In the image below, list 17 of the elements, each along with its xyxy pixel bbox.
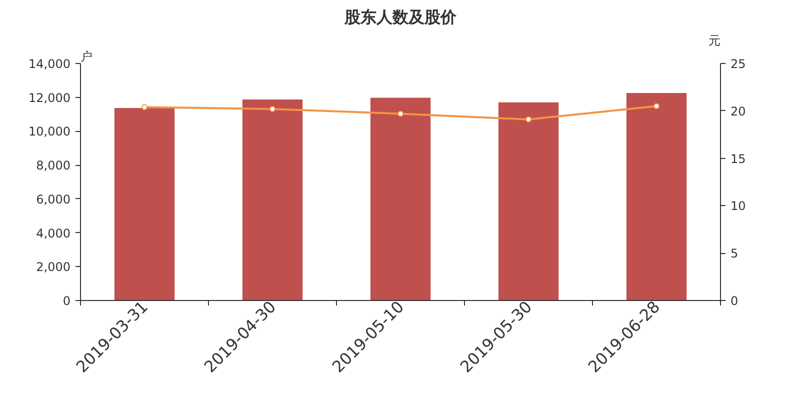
y-tick-label: 2,000: [36, 260, 71, 274]
y2-tick-label: 15: [730, 152, 746, 166]
y2-tick-label: 20: [730, 104, 746, 118]
y-tick-label: 10,000: [28, 124, 71, 139]
y2-tick-label: 10: [730, 199, 746, 214]
y-tick-label: 0: [62, 294, 71, 308]
y-tick-label: 8,000: [36, 158, 71, 173]
y2-tick-label: 25: [730, 57, 746, 71]
y2-tick-label: 5: [730, 246, 738, 261]
y-tick-label: 6,000: [36, 192, 71, 206]
y-axis-title: 户: [80, 50, 92, 64]
y-tick-label: 12,000: [28, 90, 71, 105]
y2-axis-title: 元: [708, 34, 720, 48]
y-tick-label: 14,000: [28, 57, 71, 71]
chart-title: 股东人数及股价: [344, 8, 458, 26]
y2-tick-label: 0: [730, 294, 738, 308]
y-tick-label: 4,000: [36, 226, 71, 240]
